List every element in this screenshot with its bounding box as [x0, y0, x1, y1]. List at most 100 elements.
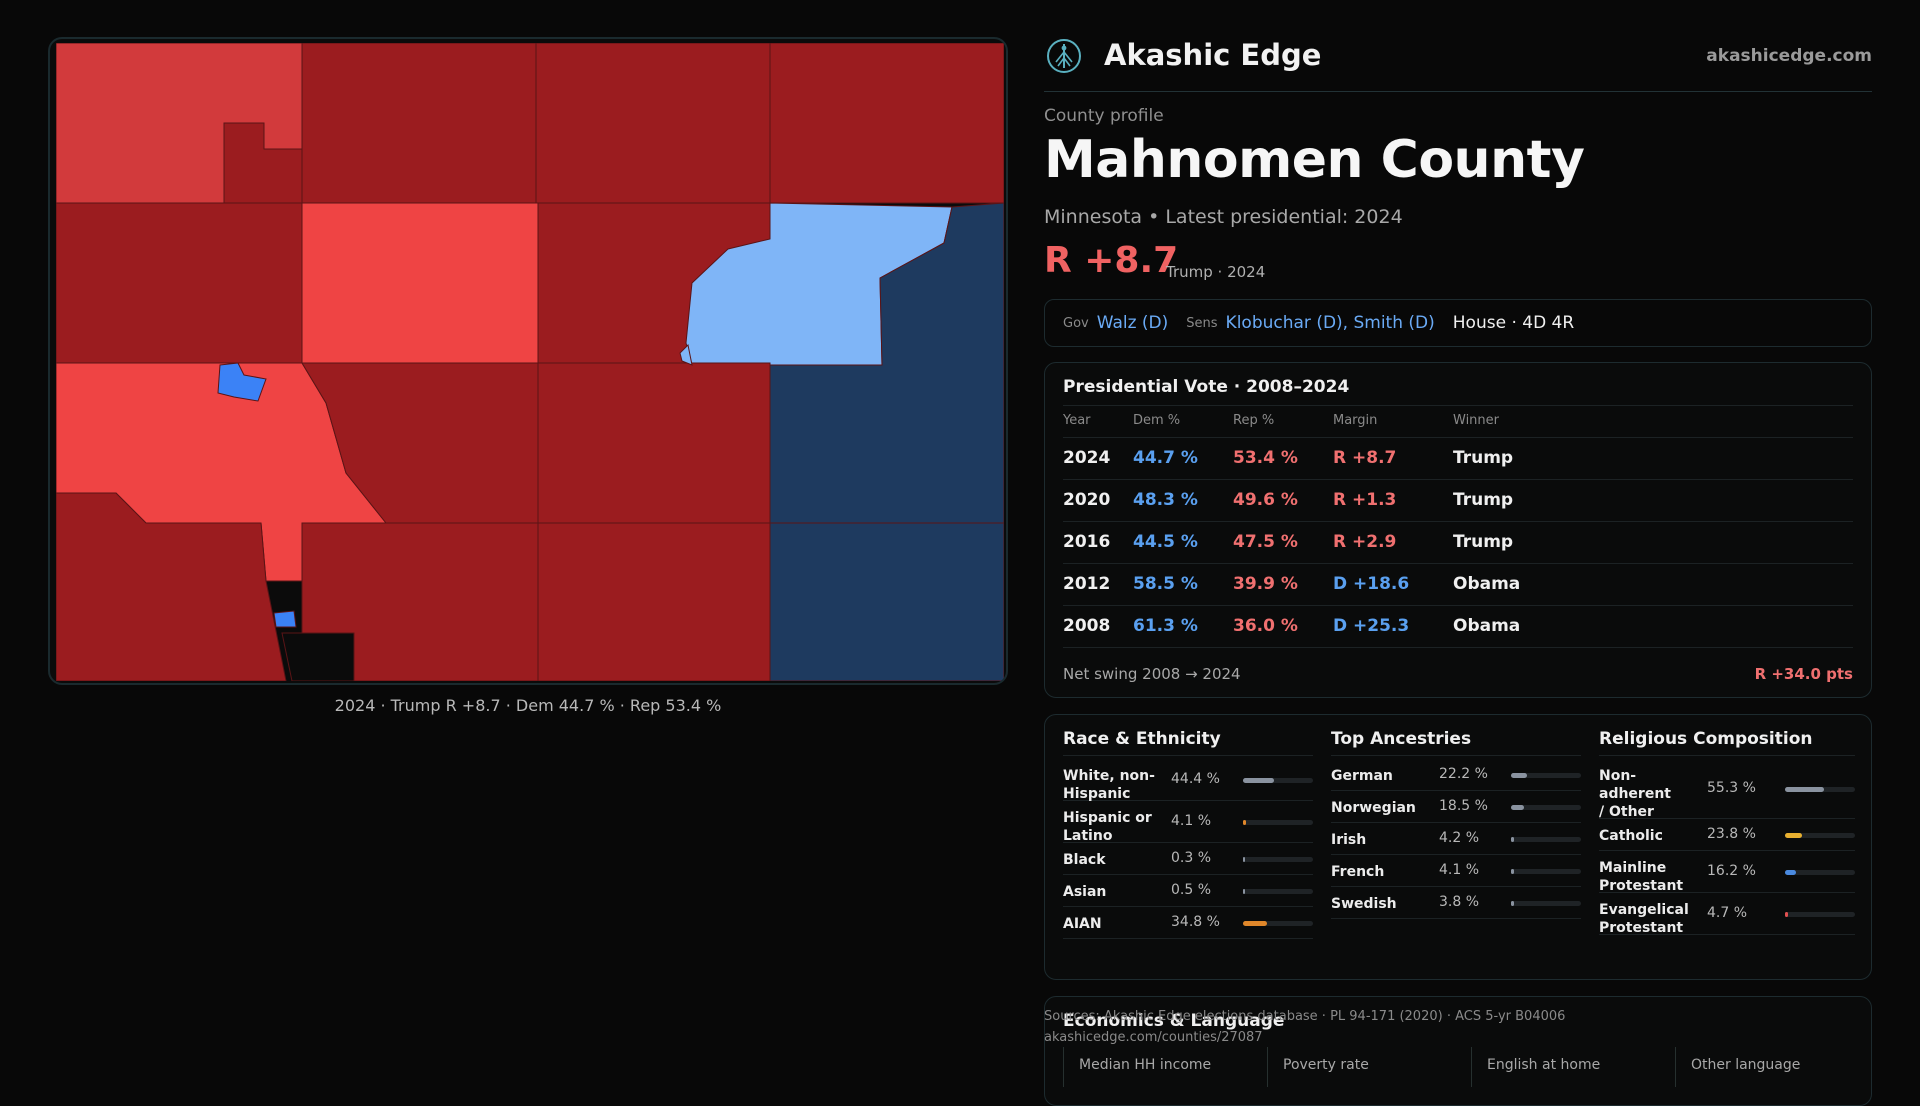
sources-text: Sources: Akashic Edge elections database…: [1044, 1009, 1566, 1024]
cell-rep: 39.9 %: [1233, 574, 1298, 594]
page-title: Mahnomen County: [1044, 130, 1585, 190]
item-label: White, non-Hispanic: [1063, 768, 1155, 802]
item-value: 0.5 %: [1171, 882, 1212, 898]
table-row[interactable]: 2024 44.7 % 53.4 % R +8.7 Trump: [1063, 437, 1853, 479]
item-label: Asian: [1063, 884, 1107, 900]
item-label: Catholic: [1599, 828, 1663, 844]
item-value: 18.5 %: [1439, 798, 1488, 814]
bar-fill: [1785, 870, 1796, 875]
table-row[interactable]: 2020 48.3 % 49.6 % R +1.3 Trump: [1063, 479, 1853, 521]
precinct[interactable]: [535, 43, 771, 204]
gov-key: Gov: [1063, 315, 1089, 331]
bar-fill: [1785, 833, 1802, 838]
precinct[interactable]: [679, 343, 693, 366]
item-label: Black: [1063, 852, 1106, 868]
precinct[interactable]: [537, 362, 771, 524]
divider: [1267, 1047, 1268, 1087]
table-row[interactable]: 2016 44.5 % 47.5 % R +2.9 Trump: [1063, 521, 1853, 563]
stat-label: Median HH income: [1079, 1057, 1212, 1073]
senators-link[interactable]: Klobuchar (D), Smith (D): [1225, 313, 1435, 333]
cell-winner: Trump: [1453, 532, 1514, 552]
precinct[interactable]: [273, 610, 297, 628]
bar-fill: [1511, 869, 1514, 874]
item-value: 55.3 %: [1707, 780, 1756, 796]
bar-fill: [1511, 773, 1527, 778]
bar-fill: [1785, 787, 1824, 792]
cell-winner: Obama: [1453, 574, 1521, 594]
bar-fill: [1511, 901, 1514, 906]
section-eyebrow: County profile: [1044, 106, 1164, 126]
cell-year: 2020: [1063, 490, 1111, 510]
table-row[interactable]: 2012 58.5 % 39.9 % D +18.6 Obama: [1063, 563, 1853, 605]
item-value: 16.2 %: [1707, 863, 1756, 879]
cell-winner: Trump: [1453, 448, 1514, 468]
list-item: Non-adherent / Other 55.3 %: [1599, 759, 1855, 820]
item-label: Mainline Protestant: [1599, 860, 1684, 894]
sens-key: Sens: [1186, 315, 1218, 331]
item-value: 23.8 %: [1707, 826, 1756, 842]
officials-bar: Gov Walz (D) Sens Klobuchar (D), Smith (…: [1044, 299, 1872, 347]
county-profile-panel: Akashic Edge akashicedge.com County prof…: [1044, 0, 1872, 1106]
bar-track: [1511, 901, 1581, 906]
column-title: Top Ancestries: [1331, 729, 1472, 749]
precinct[interactable]: [281, 632, 355, 681]
sources-footer: Sources: Akashic Edge elections database…: [1044, 1006, 1565, 1048]
divider: [1063, 647, 1853, 648]
governor-link[interactable]: Walz (D): [1096, 313, 1169, 333]
precinct[interactable]: [56, 492, 287, 681]
presidential-vote-card: Presidential Vote · 2008–2024 Year Dem %…: [1044, 362, 1872, 698]
net-swing-value: R +34.0 pts: [1754, 665, 1853, 683]
bar-track: [1511, 805, 1581, 810]
item-label: German: [1331, 768, 1393, 784]
county-subtitle: Minnesota • Latest presidential: 2024: [1044, 206, 1403, 228]
cell-year: 2012: [1063, 574, 1111, 594]
stat-label: Other language: [1691, 1057, 1801, 1073]
precinct[interactable]: [769, 522, 1004, 681]
list-item: Black 0.3 %: [1063, 843, 1313, 875]
cell-year: 2024: [1063, 448, 1111, 468]
cell-margin: R +8.7: [1333, 448, 1397, 468]
divider: [1063, 755, 1313, 756]
precinct[interactable]: [537, 522, 771, 681]
precinct[interactable]: [301, 202, 539, 364]
cell-dem: 44.7 %: [1133, 448, 1198, 468]
item-value: 3.8 %: [1439, 894, 1480, 910]
cell-margin: D +18.6: [1333, 574, 1410, 594]
precinct-map-svg[interactable]: [56, 43, 1004, 681]
divider: [1471, 1047, 1472, 1087]
col-header-dem: Dem %: [1133, 413, 1181, 428]
table-row[interactable]: 2008 61.3 % 36.0 % D +25.3 Obama: [1063, 605, 1853, 647]
item-label: AIAN: [1063, 916, 1102, 932]
brand-url[interactable]: akashicedge.com: [1706, 46, 1872, 66]
list-item: Norwegian 18.5 %: [1331, 791, 1581, 823]
precinct[interactable]: [301, 43, 537, 204]
item-value: 4.2 %: [1439, 830, 1480, 846]
precinct[interactable]: [769, 43, 1004, 204]
cell-margin: R +1.3: [1333, 490, 1397, 510]
divider: [1044, 91, 1872, 92]
tree-of-life-icon[interactable]: [1046, 38, 1082, 74]
item-label: Non-adherent / Other: [1599, 768, 1671, 820]
county-map[interactable]: [48, 37, 1008, 685]
cell-margin: R +2.9: [1333, 532, 1397, 552]
brand-header: Akashic Edge akashicedge.com: [1044, 34, 1872, 78]
brand-name[interactable]: Akashic Edge: [1104, 38, 1322, 72]
precinct[interactable]: [217, 362, 267, 402]
item-value: 44.4 %: [1171, 771, 1220, 787]
list-item: Swedish 3.8 %: [1331, 887, 1581, 919]
list-item: Irish 4.2 %: [1331, 823, 1581, 855]
precinct[interactable]: [56, 202, 303, 364]
column-title: Religious Composition: [1599, 729, 1813, 749]
bar-fill: [1785, 912, 1788, 917]
religion-column: Religious Composition Non-adherent / Oth…: [1599, 715, 1855, 981]
demographics-card: Race & Ethnicity White, non-Hispanic 44.4…: [1044, 714, 1872, 980]
divider: [1063, 1047, 1064, 1087]
item-label: Hispanic or Latino: [1063, 810, 1152, 844]
item-label: Swedish: [1331, 896, 1397, 912]
race-ethnicity-column: Race & Ethnicity White, non-Hispanic 44.4…: [1063, 715, 1313, 981]
bar-track: [1785, 787, 1855, 792]
bar-track: [1785, 912, 1855, 917]
col-header-rep: Rep %: [1233, 413, 1275, 428]
bar-fill: [1243, 857, 1245, 862]
permalink[interactable]: akashicedge.com/counties/27087: [1044, 1030, 1263, 1045]
